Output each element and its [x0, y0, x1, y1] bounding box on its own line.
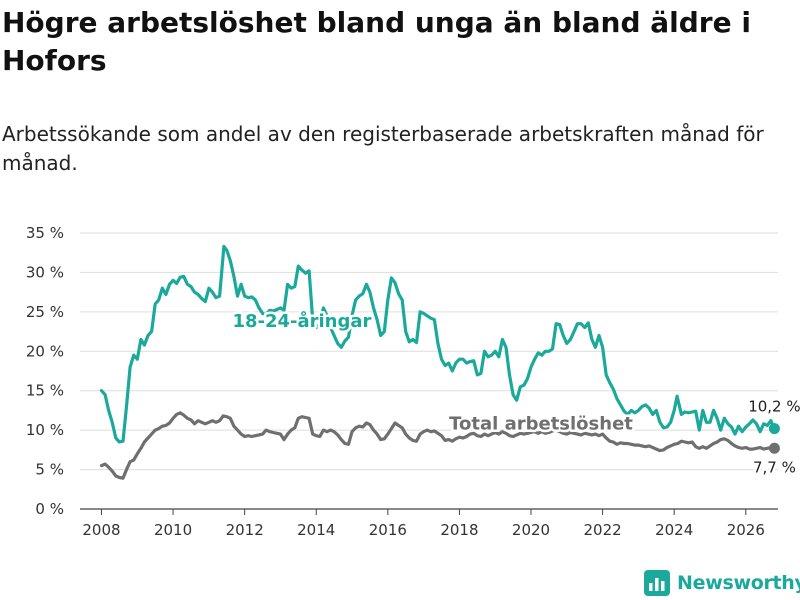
series-line	[99, 244, 776, 444]
brand-name: Newsworthy	[677, 572, 800, 594]
series-lines	[99, 244, 780, 480]
series-labels: 18-24-åringar Total arbetslöshet 10,2 % 7,7…	[230, 307, 800, 478]
x-tick-label: 2016	[369, 521, 407, 539]
chart-subtitle: Arbetssökande som andel av den registerb…	[2, 122, 764, 175]
y-tick-label: 15 %	[26, 382, 64, 400]
series-label: Total arbetslöshet	[449, 413, 633, 434]
y-tick-label: 25 %	[26, 303, 64, 321]
series-label: 18-24-åringar	[232, 310, 371, 332]
y-tick-label: 20 %	[26, 342, 64, 360]
y-tick-label: 35 %	[26, 224, 64, 242]
end-value-label: 10,2 %	[748, 398, 800, 416]
x-tick-label: 2022	[584, 521, 622, 539]
y-tick-label: 5 %	[35, 461, 64, 479]
y-tick-label: 30 %	[26, 263, 64, 281]
y-tick-label: 0 %	[35, 500, 64, 518]
bar-chart-icon	[644, 570, 670, 596]
series-line	[99, 411, 776, 480]
y-tick-label: 10 %	[26, 421, 64, 439]
x-axis-ticks: 2008 2010 2012 2014 2016 2018 2020 2022 2024 2026	[82, 509, 765, 539]
end-value-label: 7,7 %	[753, 458, 796, 476]
x-tick-label: 2014	[297, 521, 335, 539]
x-tick-label: 2026	[727, 521, 765, 539]
x-tick-label: 2010	[154, 521, 192, 539]
newsworthy-logo: Newsworthy	[644, 568, 800, 598]
x-tick-label: 2020	[512, 521, 550, 539]
series-end-marker	[768, 442, 780, 454]
y-axis-ticks: 0 % 5 % 10 % 15 % 20 % 25 % 30 % 35 %	[26, 224, 64, 518]
chart-title: Högre arbetslöshet bland unga än bland ä…	[2, 6, 751, 77]
series-end-marker	[768, 423, 780, 435]
grid-lines	[80, 232, 778, 510]
x-tick-label: 2012	[226, 521, 264, 539]
x-tick-label: 2024	[655, 521, 693, 539]
x-tick-label: 2008	[82, 521, 120, 539]
x-tick-label: 2018	[440, 521, 478, 539]
